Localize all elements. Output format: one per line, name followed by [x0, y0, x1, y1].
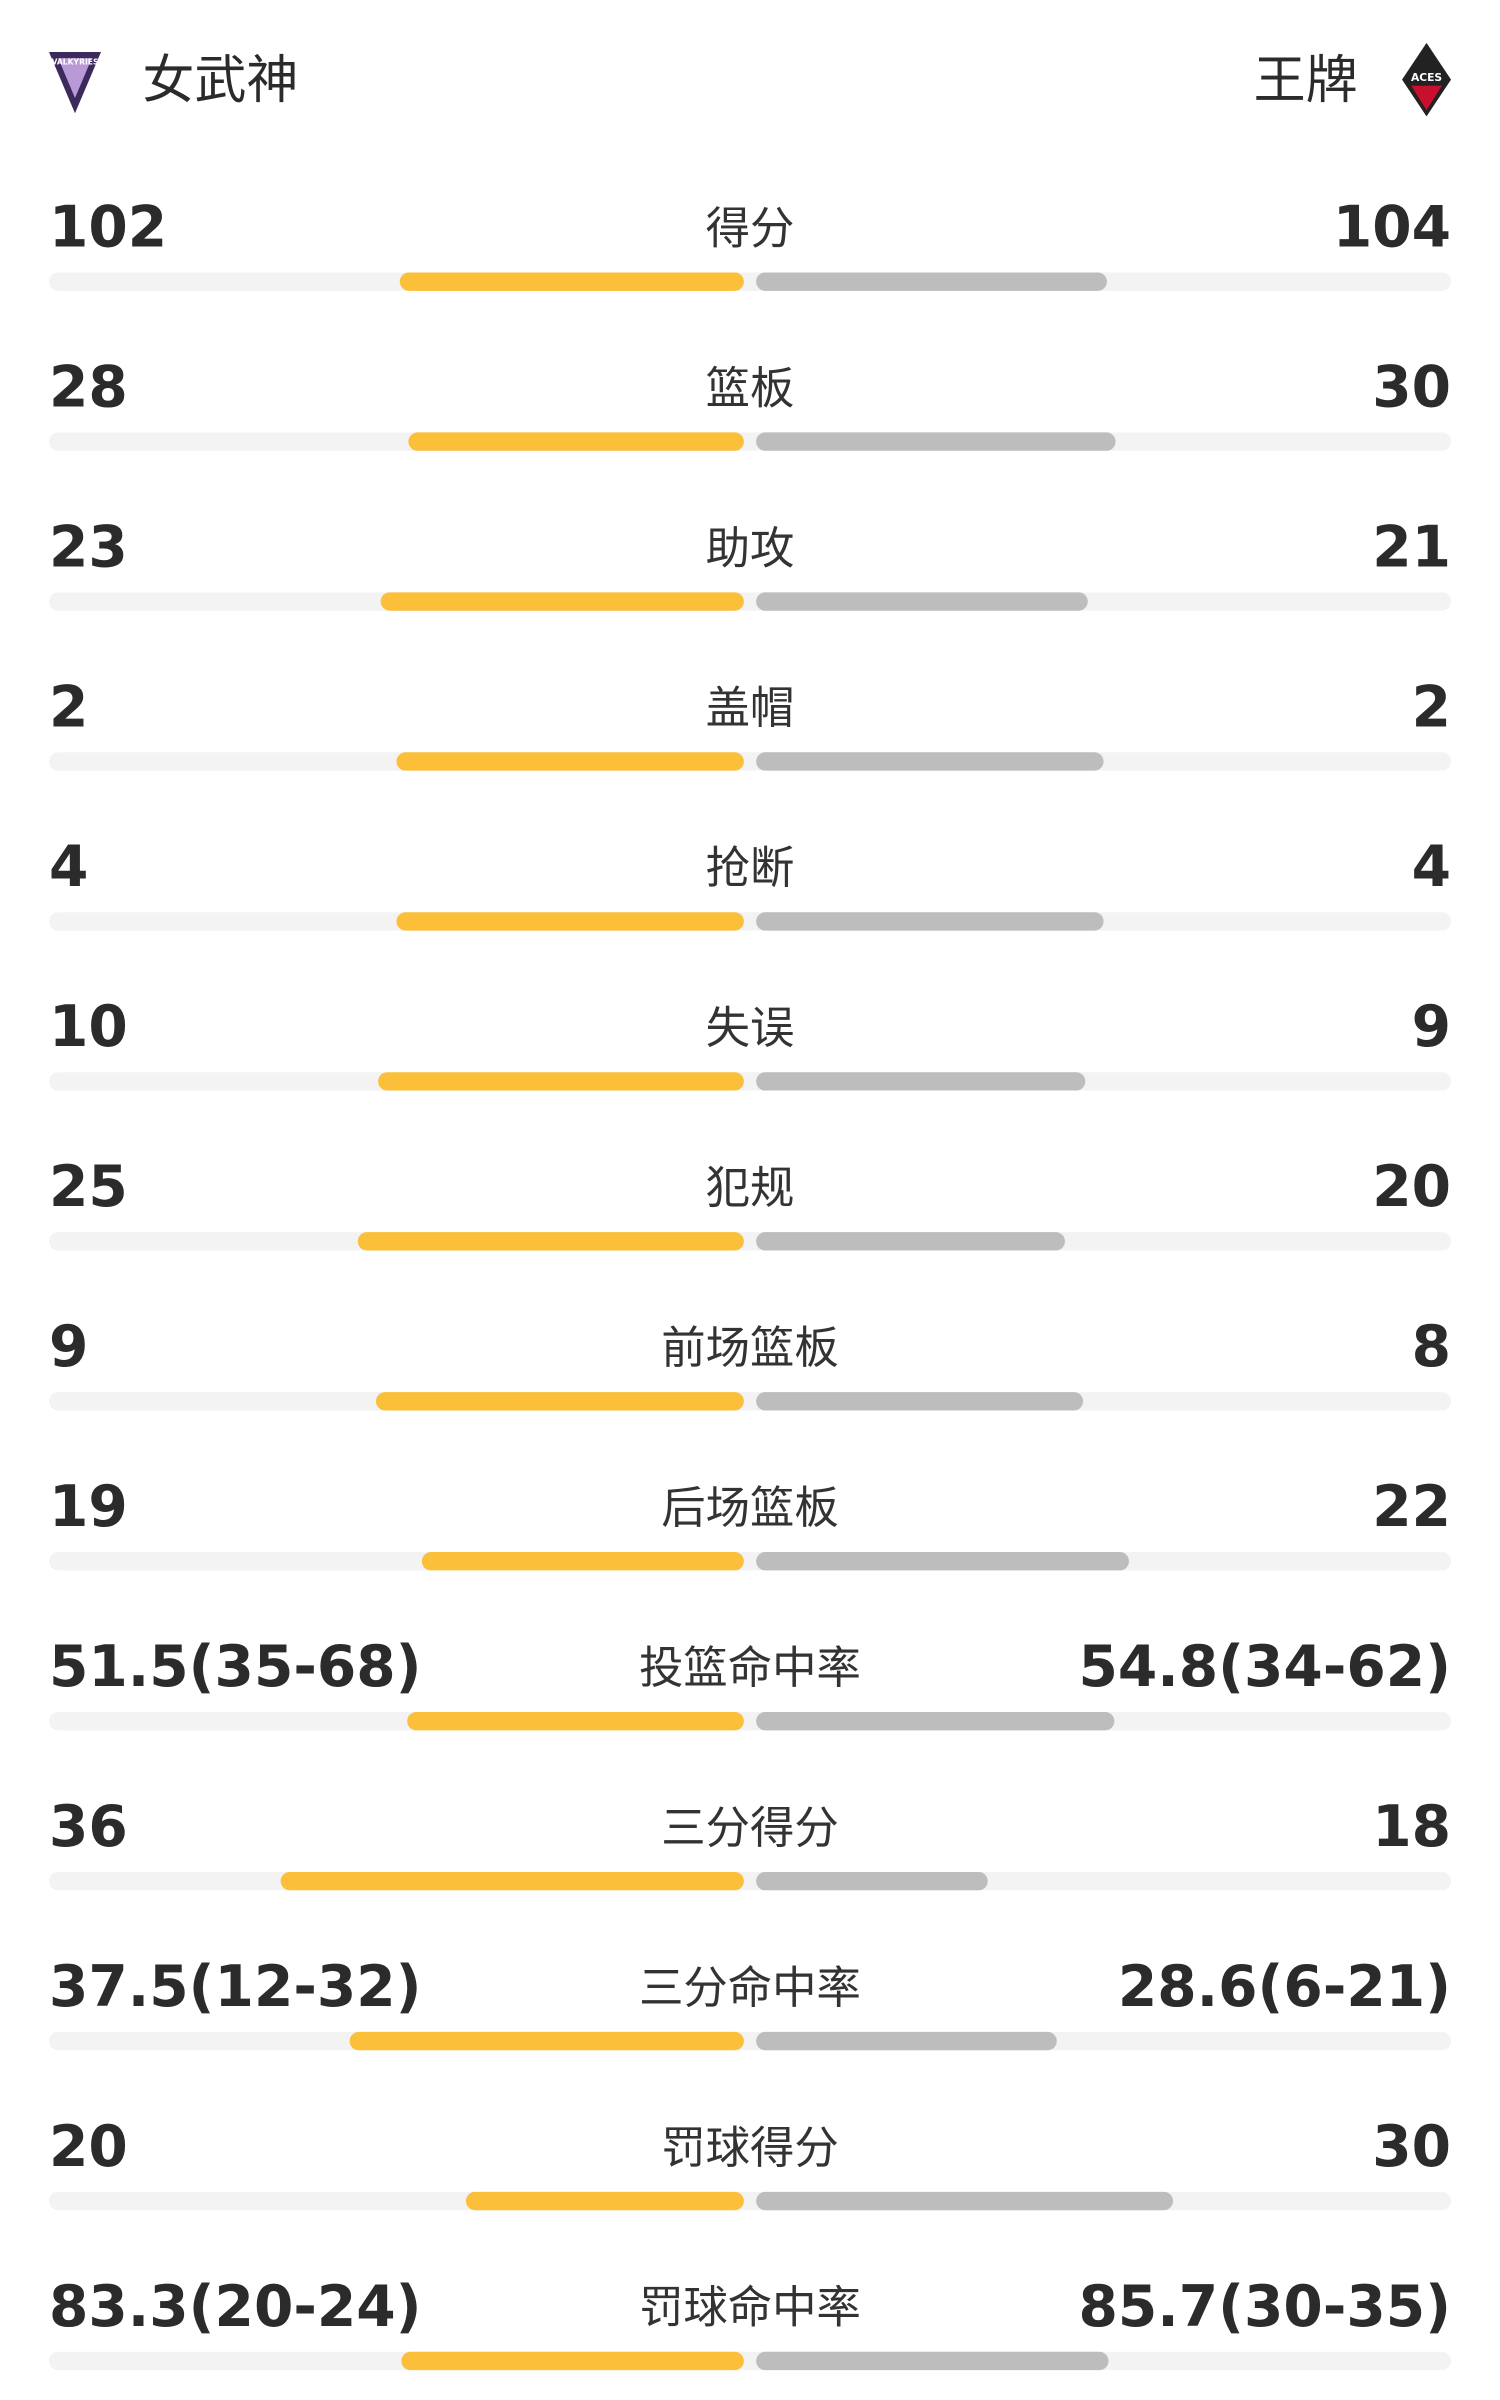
stat-label: 篮板 — [706, 363, 795, 414]
away-value: 21 — [1372, 514, 1451, 580]
home-bar — [396, 752, 744, 771]
away-bar — [756, 272, 1107, 291]
bar-track — [48, 272, 1452, 291]
bar-track — [48, 752, 1452, 771]
away-bar — [756, 2191, 1174, 2211]
bar-track — [48, 2191, 1452, 2211]
bar-track — [48, 1232, 1452, 1251]
bar-track — [48, 1711, 1452, 1731]
home-value: 83.3(20-24) — [49, 2274, 422, 2340]
home-value: 4 — [49, 834, 88, 900]
bar-track — [48, 1871, 1452, 1891]
home-value: 9 — [49, 1314, 88, 1380]
away-value: 54.8(34-62) — [1078, 1634, 1451, 1700]
home-value: 10 — [49, 994, 128, 1060]
away-bar — [756, 1871, 988, 1891]
bar-track — [48, 912, 1452, 931]
away-bar — [756, 1711, 1115, 1731]
home-value: 51.5(35-68) — [49, 1634, 422, 1700]
home-value: 37.5(12-32) — [49, 1954, 422, 2020]
away-bar — [756, 2351, 1109, 2371]
home-value: 25 — [49, 1154, 128, 1220]
bar-track — [48, 2031, 1452, 2051]
home-bar — [375, 1392, 744, 1411]
away-value: 30 — [1372, 354, 1451, 420]
home-team: 女武神 — [142, 51, 298, 111]
bar-track — [48, 432, 1452, 451]
bar-track — [48, 592, 1452, 611]
away-team: 王牌 — [1254, 51, 1358, 111]
away-value: 2 — [1412, 674, 1451, 740]
away-value: 85.7(30-35) — [1078, 2274, 1451, 2340]
away-value: 4 — [1412, 834, 1451, 900]
home-value: 102 — [49, 194, 167, 260]
stat-label: 抢断 — [706, 843, 795, 894]
away-bar — [756, 1232, 1065, 1251]
stat-label: 犯规 — [706, 1163, 795, 1214]
away-value: 20 — [1372, 1154, 1451, 1220]
away-bar — [756, 1552, 1129, 1571]
stat-label: 罚球命中率 — [639, 2283, 861, 2334]
away-value: 8 — [1412, 1314, 1451, 1380]
home-value: 2 — [49, 674, 88, 740]
away-bar — [756, 592, 1088, 611]
home-value: 36 — [49, 1794, 128, 1860]
stat-label: 助攻 — [706, 523, 795, 574]
home-bar — [378, 1072, 744, 1091]
stat-label: 前场篮板 — [661, 1323, 839, 1374]
home-bar — [380, 592, 744, 611]
bar-track — [48, 1392, 1452, 1411]
bar-track — [48, 2351, 1452, 2371]
away-value: 104 — [1333, 194, 1451, 260]
stat-label: 得分 — [706, 203, 795, 254]
away-bar — [756, 912, 1104, 931]
away-value: 22 — [1372, 1474, 1451, 1540]
home-bar — [349, 2031, 744, 2051]
home-value: 19 — [49, 1474, 128, 1540]
away-bar — [756, 432, 1116, 451]
home-bar — [401, 2351, 744, 2371]
away-value: 30 — [1372, 2114, 1451, 2180]
home-value: 28 — [49, 354, 128, 420]
home-value: 20 — [49, 2114, 128, 2180]
home-bar — [357, 1232, 744, 1251]
stat-label: 失误 — [706, 1003, 795, 1054]
home-value: 23 — [49, 514, 128, 580]
home-bar — [280, 1871, 744, 1891]
home-bar — [421, 1552, 744, 1571]
bar-track — [48, 1072, 1452, 1091]
home-logo-text: VALKYRIES — [51, 57, 98, 66]
home-bar — [407, 1711, 744, 1731]
away-bar — [756, 1392, 1084, 1411]
stat-label: 盖帽 — [706, 683, 795, 734]
stat-label: 三分命中率 — [639, 1963, 861, 2014]
stat-label: 罚球得分 — [661, 2123, 839, 2174]
home-bar — [396, 912, 744, 931]
stat-label: 后场篮板 — [661, 1483, 839, 1534]
bar-track — [48, 1552, 1452, 1571]
away-logo-text: ACES — [1411, 71, 1442, 84]
away-bar — [756, 2031, 1057, 2051]
home-bar — [465, 2191, 744, 2211]
stat-label: 投篮命中率 — [639, 1643, 861, 1694]
away-bar — [756, 752, 1104, 771]
stat-label: 三分得分 — [661, 1803, 839, 1854]
home-bar — [408, 432, 744, 451]
away-value: 9 — [1412, 994, 1451, 1060]
home-logo — [48, 52, 102, 114]
away-bar — [756, 1072, 1086, 1091]
away-value: 18 — [1372, 1794, 1451, 1860]
home-bar — [399, 272, 744, 291]
away-value: 28.6(6-21) — [1118, 1954, 1451, 2020]
